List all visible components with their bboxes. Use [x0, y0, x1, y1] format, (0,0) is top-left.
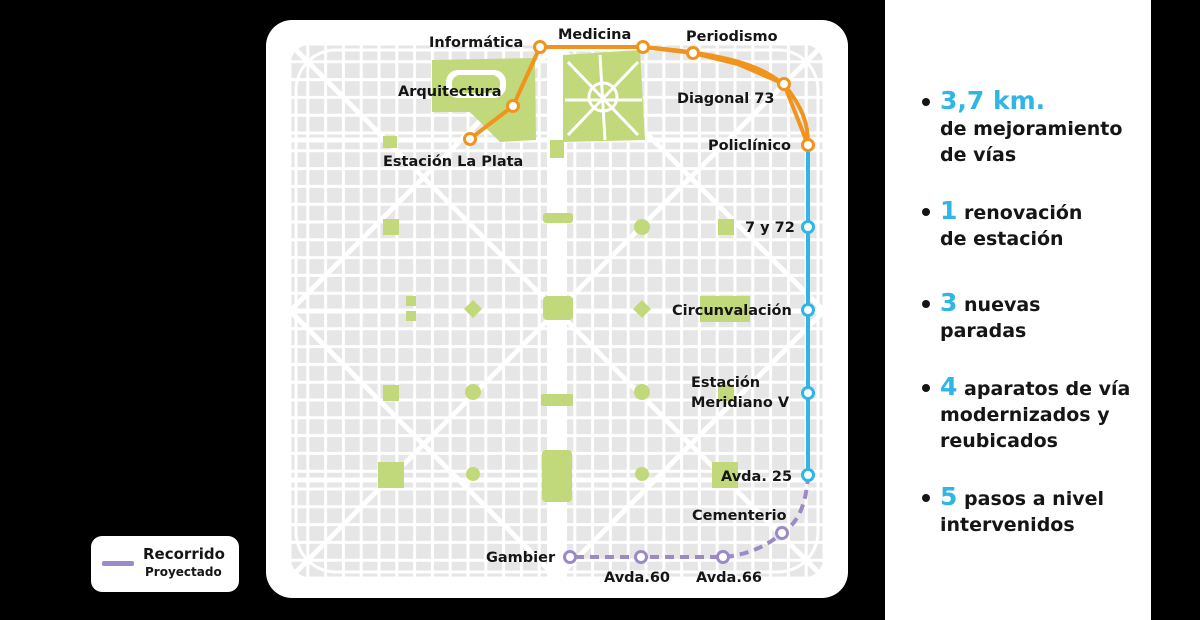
stat-number: 3 [940, 288, 958, 317]
stat-line: paradas [940, 320, 1027, 342]
stat-line: pasos a nivel [957, 488, 1104, 510]
stations-existing [463, 40, 815, 152]
stat-item: 4 aparatos de vía modernizados y reubica… [922, 374, 1142, 454]
label-avda66: Avda.66 [696, 570, 762, 586]
label-arquitectura: Arquitectura [398, 84, 502, 100]
label-cementerio: Cementerio [692, 508, 787, 524]
stat-line: de mejoramiento [940, 118, 1123, 140]
station-meridiano-marker [801, 386, 815, 400]
stat-text: 3,7 km. [940, 88, 1142, 116]
station-gambier-marker [563, 550, 577, 564]
stations-projected [563, 526, 789, 564]
stations-renewed [801, 220, 815, 482]
stat-number: 5 [940, 482, 958, 511]
stat-line: de vías [940, 144, 1017, 166]
label-la-plata: Estación La Plata [383, 154, 523, 170]
label-gambier: Gambier [486, 550, 556, 566]
bullet-icon [922, 494, 930, 502]
station-la-plata-marker [463, 132, 477, 146]
stat-item: 3 nuevas paradas [922, 290, 1142, 344]
station-avda25-marker [801, 468, 815, 482]
label-diagonal73: Diagonal 73 [677, 91, 774, 107]
label-avda60: Avda.60 [604, 570, 670, 586]
stat-text: 1 renovación [940, 198, 1142, 226]
label-informatica: Informática [429, 35, 523, 51]
station-7y72-marker [801, 220, 815, 234]
station-diagonal73-marker [777, 77, 791, 91]
parks [378, 50, 750, 502]
label-circunvalacion: Circunvalación [672, 303, 792, 319]
stat-line: reubicados [940, 430, 1058, 452]
stat-line: renovación [957, 202, 1083, 224]
station-arquitectura-marker [506, 99, 520, 113]
station-avda60-marker [634, 550, 648, 564]
label-policlinico: Policlínico [708, 138, 791, 154]
label-medicina: Medicina [558, 27, 631, 43]
station-policlinico-marker [801, 138, 815, 152]
stat-line: aparatos de vía [957, 378, 1131, 400]
stat-number: 3,7 km. [940, 86, 1046, 115]
stat-item: 1 renovación de estación [922, 198, 1142, 252]
station-periodismo-marker [686, 46, 700, 60]
city-map: Estación La Plata Arquitectura Informáti… [288, 27, 826, 586]
stat-item: 3,7 km. de mejoramiento de vías [922, 88, 1142, 168]
bullet-icon [922, 300, 930, 308]
stat-number: 1 [940, 196, 958, 225]
station-avda66-marker [716, 550, 730, 564]
station-circunvalacion-marker [801, 303, 815, 317]
label-avda25: Avda. 25 [721, 469, 792, 485]
label-meridiano-2: Meridiano V [691, 395, 790, 411]
stat-text: 5 pasos a nivel [940, 484, 1142, 512]
stat-line: nuevas [957, 294, 1041, 316]
label-7y72: 7 y 72 [745, 220, 795, 236]
legend-line1: Recorrido [143, 545, 225, 563]
bullet-icon [922, 208, 930, 216]
map-legend: Recorrido Proyectado [91, 536, 239, 592]
stat-line: modernizados y [940, 404, 1110, 426]
label-periodismo: Periodismo [686, 29, 778, 45]
station-cementerio-marker [775, 526, 789, 540]
stat-text: 3 nuevas [940, 290, 1142, 318]
stat-item: 5 pasos a nivel intervenidos [922, 484, 1142, 538]
legend-line2: Proyectado [145, 565, 222, 579]
stat-number: 4 [940, 372, 958, 401]
stat-line: intervenidos [940, 514, 1075, 536]
stat-line: de estación [940, 228, 1064, 250]
projected-route-swatch [102, 561, 134, 566]
station-medicina-marker [636, 40, 650, 54]
bullet-icon [922, 98, 930, 106]
stat-text: 4 aparatos de vía [940, 374, 1142, 402]
bullet-icon [922, 384, 930, 392]
label-meridiano-1: Estación [691, 375, 760, 391]
station-informatica-marker [533, 40, 547, 54]
